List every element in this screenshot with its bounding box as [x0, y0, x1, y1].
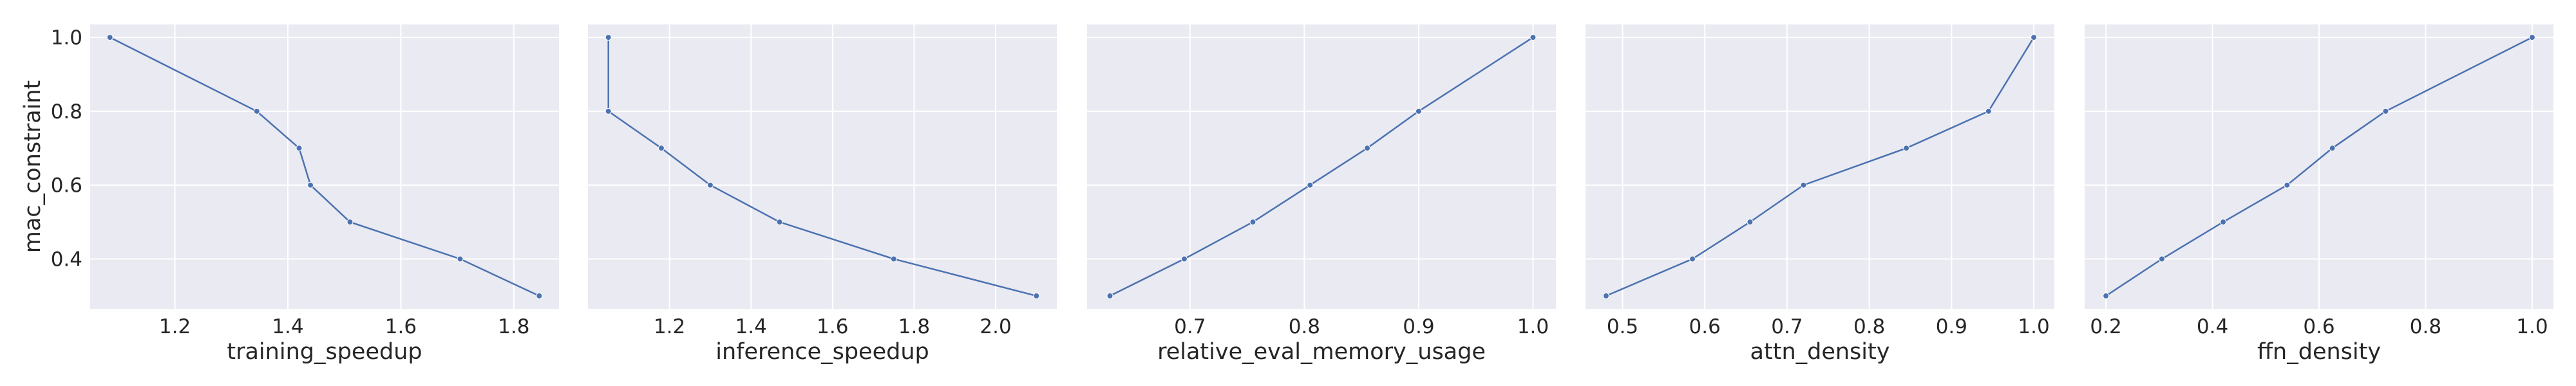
data-point: [1985, 107, 1992, 115]
data-point: [605, 107, 612, 115]
x-tick-label: 1.0: [2018, 315, 2049, 338]
x-axis-label: attn_density: [1750, 339, 1890, 365]
x-tick-label: 0.9: [1403, 315, 1434, 338]
x-axis-label: relative_eval_memory_usage: [1157, 339, 1486, 365]
data-point: [307, 181, 314, 188]
data-point: [1307, 181, 1314, 188]
data-point: [2329, 145, 2336, 152]
data-point: [457, 255, 464, 262]
chart-panel-5: 0.2 0.4 0.6 0.8 1.0 ffn_density: [2085, 24, 2553, 365]
data-point: [1747, 219, 1754, 226]
data-point: [2158, 255, 2165, 262]
x-tick-label: 0.8: [2410, 315, 2441, 338]
x-tick-label: 1.8: [498, 315, 529, 338]
plot-area: [588, 24, 1057, 309]
plot-area: [90, 24, 559, 309]
data-point: [776, 219, 783, 226]
data-point: [1106, 292, 1113, 299]
data-point: [1602, 292, 1609, 299]
x-axis-label: inference_speedup: [715, 339, 929, 365]
chart-panel-1: 1.2 1.4 1.6 1.8 0.4 0.6 0.8 1.0 training_speedup: [51, 24, 559, 365]
x-tick-label: 1.8: [898, 315, 930, 338]
data-point: [296, 145, 303, 152]
chart-panel-3: 0.7 0.8 0.9 1.0 relative_eval_memory_usage: [1087, 24, 1556, 365]
data-point: [536, 292, 543, 299]
x-tick-label: 0.8: [1289, 315, 1320, 338]
data-point: [106, 34, 113, 41]
x-tick-label: 1.6: [385, 315, 417, 338]
x-tick-label: 1.4: [735, 315, 767, 338]
data-point: [1249, 219, 1256, 226]
y-tick-label: 0.4: [51, 248, 82, 271]
plot-area: [1087, 24, 1556, 309]
y-axis-label: mac_constraint: [20, 80, 46, 253]
x-tick-label: 1.2: [654, 315, 685, 338]
data-point: [1530, 34, 1537, 41]
data-point: [253, 107, 260, 115]
data-point: [2103, 292, 2110, 299]
x-tick-label: 1.4: [272, 315, 303, 338]
data-point: [1800, 181, 1807, 188]
x-axis-label: ffn_density: [2257, 339, 2381, 365]
data-point: [706, 181, 714, 188]
x-tick-label: 0.7: [1174, 315, 1206, 338]
x-tick-label: 1.2: [159, 315, 191, 338]
data-point: [2031, 34, 2038, 41]
x-tick-label: 0.2: [2090, 315, 2121, 338]
x-tick-label: 0.9: [1936, 315, 1967, 338]
y-tick-label: 0.6: [51, 174, 82, 198]
x-tick-label: 0.8: [1853, 315, 1885, 338]
data-point: [1033, 292, 1040, 299]
data-point: [1903, 145, 1910, 152]
chart-panel-4: 0.5 0.6 0.7 0.8 0.9 1.0 attn_density: [1586, 24, 2054, 365]
x-tick-label: 1.6: [817, 315, 848, 338]
data-point: [2220, 219, 2227, 226]
data-point: [2382, 107, 2389, 115]
data-point: [890, 255, 897, 262]
x-tick-label: 2.0: [980, 315, 1011, 338]
chart-panel-2: 1.2 1.4 1.6 1.8 2.0 inference_speedup: [588, 24, 1057, 365]
data-point: [605, 34, 612, 41]
y-tick-label: 0.8: [51, 100, 82, 124]
data-point: [1364, 145, 1371, 152]
x-tick-label: 0.5: [1607, 315, 1638, 338]
data-point: [2284, 181, 2291, 188]
x-tick-label: 0.7: [1771, 315, 1803, 338]
x-axis-label: training_speedup: [227, 339, 422, 365]
data-point: [1180, 255, 1188, 262]
x-tick-label: 1.0: [2516, 315, 2548, 338]
x-tick-label: 0.6: [1689, 315, 1721, 338]
data-point: [658, 145, 665, 152]
x-tick-label: 0.4: [2197, 315, 2228, 338]
data-point: [1689, 255, 1696, 262]
x-tick-label: 0.6: [2303, 315, 2334, 338]
data-point: [2528, 34, 2535, 41]
data-point: [1415, 107, 1422, 115]
y-tick-label: 1.0: [51, 26, 82, 50]
plot-area: [1586, 24, 2054, 309]
data-point: [346, 219, 354, 226]
x-tick-label: 1.0: [1517, 315, 1549, 338]
